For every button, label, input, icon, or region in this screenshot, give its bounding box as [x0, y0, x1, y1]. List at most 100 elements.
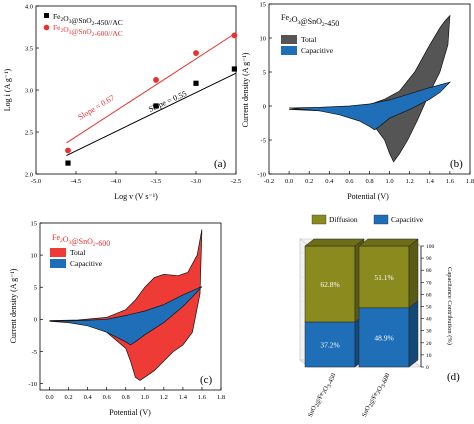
diffusion-bar-side: [408, 238, 419, 309]
capacitive-area: [289, 81, 452, 131]
y-tick-label: 3.0: [25, 87, 33, 94]
panel-c-label: (c): [200, 374, 213, 386]
y-tick-label: 2.5: [25, 129, 33, 136]
panel-d-ylabel: Capacitance Contribution (%): [446, 267, 453, 345]
y-tick-label: -5: [261, 137, 266, 144]
x-tick-label: 1.8: [217, 394, 225, 401]
panel-c-xlabel: Potential (V): [109, 408, 151, 417]
panel-a-label: (a): [214, 158, 227, 170]
y-tick-label: 80: [426, 268, 432, 274]
y-tick-label: 15: [31, 220, 38, 227]
y-tick-label: 2.0: [25, 171, 33, 178]
x-tick-label: 0.6: [103, 394, 112, 401]
y-tick-label: 10: [426, 353, 432, 359]
data-point-450: [231, 66, 237, 72]
panel-c: 0.0 0.2 0.4 0.6 0.8 1.0 1.2 1.4 1.6 1.8 -10 -5 0 5 10 1…: [9, 220, 225, 417]
legend-label-capacitive-c: Capacitive: [70, 259, 103, 268]
x-tick-label: 0.4: [84, 394, 93, 401]
panel-b-title: Fe2O3@SnO2-450: [281, 13, 339, 28]
y-tick-label: 50: [426, 305, 432, 311]
panel-a-data: [65, 32, 238, 166]
panel-d-legend: Diffusion Capacitive: [311, 214, 424, 225]
x-tick-label: 0.6: [345, 178, 354, 185]
panel-c-title: Fe2O3@SnO2-600: [52, 233, 110, 248]
x-tick-label: 0.8: [365, 178, 373, 185]
diffusion-bar-front: [358, 245, 410, 309]
legend-swatch-capacitive-c: [50, 259, 66, 268]
category-label-450: SnO2@Fe2O3-450: [307, 370, 337, 420]
panel-c-ticks: 0.0 0.2 0.4 0.6 0.8 1.0 1.2 1.4 1.6 1.8 -10 -5 0 5 10 1…: [28, 220, 225, 401]
panel-c-ylabel: Current density (A g⁻¹): [9, 268, 18, 343]
slope-label-450: Slope = 0.55: [147, 89, 188, 114]
y-tick-label: -5: [32, 349, 37, 356]
x-tick-label: 0.0: [45, 394, 53, 401]
x-tick-label: 1.4: [179, 394, 188, 401]
legend-swatch-total-b: [281, 35, 297, 44]
x-tick-label: 1.6: [198, 394, 207, 401]
x-tick-label: 0.8: [122, 394, 130, 401]
y-tick-label: 5: [34, 285, 37, 292]
legend-swatch-total-c: [50, 248, 66, 257]
x-tick-label: 1.0: [141, 394, 149, 401]
fit-line-450: [66, 72, 237, 156]
capacitive-bar-front: [358, 307, 410, 368]
y-tick-label: 30: [426, 329, 432, 335]
data-point-600: [231, 32, 238, 39]
panel-d-ticks: 0 10 20 30 40 50 60 70 80 90 100: [299, 238, 435, 371]
panel-c-legend: Total Capacitive: [50, 248, 103, 268]
data-point-450: [153, 103, 159, 109]
x-tick-label: -2.5: [231, 178, 241, 185]
panel-b-ticks: -0.2 0.0 0.2 0.4 0.6 0.8 1.0 1.2 1.4 1.6 1.8 -10 -5 0…: [257, 1, 474, 185]
x-tick-label: 0.0: [285, 178, 293, 185]
panel-d: Diffusion Capacitive 0 10 20 30 40 50 60 70 80 90…: [299, 214, 460, 420]
total-cv-area: [49, 229, 203, 381]
x-tick-label: 1.8: [466, 178, 474, 185]
diffusion-value-label: 62.8%: [320, 280, 339, 289]
x-tick-label: -4.5: [71, 178, 81, 185]
panel-b: -0.2 0.0 0.2 0.4 0.6 0.8 1.0 1.2 1.4 1.6 1.8 -10 -5 0…: [241, 1, 474, 201]
legend-swatch-diffusion: [311, 214, 327, 225]
x-tick-label: 0.2: [65, 394, 73, 401]
x-tick-label: -0.2: [264, 178, 274, 185]
data-point-450: [65, 160, 71, 166]
legend-label-diffusion: Diffusion: [329, 215, 358, 224]
data-point-600: [153, 77, 159, 83]
y-tick-label: 90: [426, 256, 432, 262]
diffusion-value-label: 51.1%: [374, 273, 393, 282]
panel-a: -5.0 -4.5 -4.0 -3.5 -3.0 -2.52.02.53.03.54.0 …: [3, 3, 241, 201]
panel-d-data: 37.2% 62.8% 48.9% 51.1%: [304, 238, 419, 368]
legend-marker-450: [44, 13, 49, 18]
legend-label-capacitive-b: Capacitive: [301, 46, 334, 55]
y-tick-label: 15: [260, 1, 267, 8]
data-point-600: [193, 50, 199, 56]
panel-a-xlabel: Log v (V s⁻¹): [114, 192, 158, 201]
panel-b-ylabel: Current density (A g⁻¹): [241, 52, 250, 127]
panel-a-ylabel: Log i (A g⁻¹): [3, 68, 12, 111]
legend-marker-600: [43, 24, 50, 31]
x-tick-label: -5.0: [31, 178, 41, 185]
x-tick-label: 0.4: [325, 178, 334, 185]
x-tick-label: 0.2: [305, 178, 313, 185]
y-tick-label: 10: [31, 252, 38, 259]
panel-b-xlabel: Potential (V): [347, 192, 389, 201]
panel-c-frame: [39, 222, 222, 391]
y-tick-label: 60: [426, 292, 432, 298]
y-tick-label: 3.5: [25, 45, 33, 52]
y-tick-label: 0: [34, 317, 37, 324]
y-tick-label: 5: [263, 69, 266, 76]
y-tick-label: 100: [426, 244, 435, 250]
panel-a-legend: Fe2O3@SnO2-450//AC Fe2O3@SnO2-600//AC: [43, 12, 123, 38]
x-tick-label: -3.0: [191, 178, 201, 185]
panel-c-data: [49, 229, 203, 381]
x-tick-label: -4.0: [111, 178, 121, 185]
legend-swatch-capacitive-b: [281, 46, 297, 55]
category-label-600: SnO2@Fe2O3-600: [361, 370, 391, 420]
y-tick-label: 10: [260, 35, 267, 42]
x-tick-label: -3.5: [151, 178, 161, 185]
capacitive-value-label: 48.9%: [374, 333, 393, 342]
y-tick-label: 4.0: [25, 3, 33, 10]
y-tick-label: 20: [426, 341, 432, 347]
y-tick-label: -10: [28, 381, 37, 388]
capacitive-area: [49, 286, 203, 346]
y-tick-label: 40: [426, 317, 432, 323]
